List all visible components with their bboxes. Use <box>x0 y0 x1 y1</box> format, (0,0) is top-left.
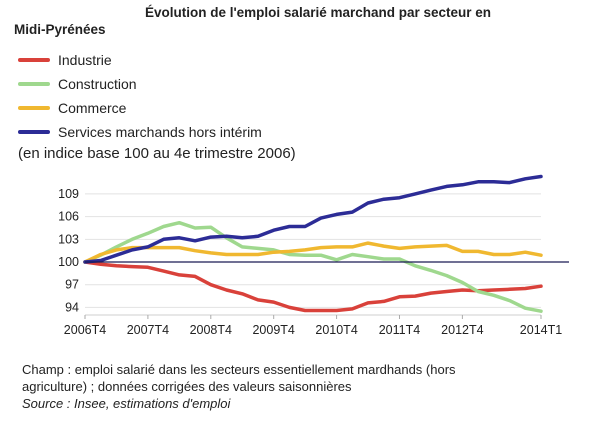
legend-swatch-commerce <box>18 106 50 110</box>
note-line1: Champ : emploi salarié dans les secteurs… <box>22 362 456 377</box>
chart-subtitle: (en indice base 100 au 4e trimestre 2006… <box>18 145 296 162</box>
x-tick-label: 2008T4 <box>190 323 232 337</box>
legend-label-construction: Construction <box>58 76 137 92</box>
note-line2: agriculture) ; données corrigées des val… <box>22 379 352 394</box>
y-tick-label: 94 <box>65 300 79 314</box>
chart-title: Évolution de l'emploi salarié marchand p… <box>10 4 586 38</box>
y-tick-label: 103 <box>58 232 79 246</box>
legend-label-commerce: Commerce <box>58 100 127 116</box>
y-tick-label: 97 <box>65 278 79 292</box>
legend-item-construction: Construction <box>18 72 262 96</box>
chart-title-line2: Midi-Pyrénées <box>14 22 106 37</box>
chart-title-line1: Évolution de l'emploi salarié marchand p… <box>144 5 492 20</box>
x-tick-label: 2006T4 <box>64 323 106 337</box>
x-tick-label: 2010T4 <box>315 323 357 337</box>
legend-label-services: Services marchands hors intérim <box>58 124 262 140</box>
series-line-1 <box>83 220 543 313</box>
x-tick-label: 2014T1 <box>520 323 562 337</box>
legend-swatch-industrie <box>18 58 50 62</box>
legend-swatch-services <box>18 130 50 134</box>
legend: Industrie Construction Commerce Services… <box>18 48 262 144</box>
y-tick-label: 109 <box>58 187 79 201</box>
x-tick-label: 2007T4 <box>127 323 169 337</box>
legend-item-services: Services marchands hors intérim <box>18 120 262 144</box>
legend-label-industrie: Industrie <box>58 52 112 68</box>
legend-swatch-construction <box>18 82 50 86</box>
chart-notes: Champ : emploi salarié dans les secteurs… <box>22 361 592 412</box>
series-line-2 <box>83 241 543 264</box>
y-tick-label: 106 <box>58 210 79 224</box>
line-chart: 94 97 100 103 106 109 2006T4 2007T4 2008T4 2009T4… <box>58 174 569 337</box>
source-line: Source : Insee, estimations d'emploi <box>22 396 231 411</box>
series-line-3 <box>83 174 543 264</box>
x-tick-label: 2009T4 <box>252 323 294 337</box>
x-tick-label: 2011T4 <box>379 323 421 337</box>
legend-item-commerce: Commerce <box>18 96 262 120</box>
legend-item-industrie: Industrie <box>18 48 262 72</box>
series-line-0 <box>83 260 543 313</box>
x-tick-label: 2012T4 <box>441 323 483 337</box>
y-tick-label: 100 <box>58 255 79 269</box>
